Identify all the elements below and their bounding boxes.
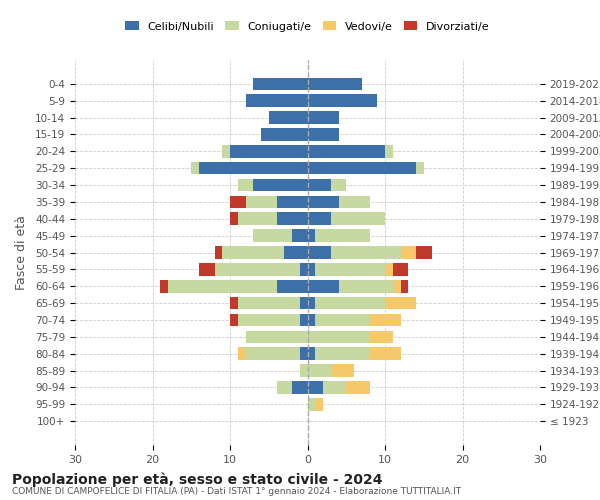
Bar — [308, 128, 338, 141]
Text: Femmine: Femmine — [0, 499, 1, 500]
Bar — [308, 280, 338, 292]
Bar — [277, 280, 308, 292]
Bar — [416, 246, 431, 259]
Bar — [245, 196, 277, 208]
Bar — [315, 348, 370, 360]
Bar — [385, 297, 416, 310]
Bar — [331, 364, 354, 377]
Bar — [300, 348, 308, 360]
Bar — [308, 330, 370, 343]
Bar — [160, 280, 168, 292]
Bar — [191, 162, 199, 174]
Text: COMUNE DI CAMPOFELICE DI FITALIA (PA) - Dati ISTAT 1° gennaio 2024 - Elaborazion: COMUNE DI CAMPOFELICE DI FITALIA (PA) - … — [12, 488, 461, 496]
Bar — [168, 280, 277, 292]
Bar — [199, 162, 308, 174]
Bar — [269, 111, 308, 124]
Bar — [300, 314, 308, 326]
Bar — [300, 297, 308, 310]
Bar — [393, 280, 401, 292]
Bar — [370, 348, 401, 360]
Bar — [230, 212, 238, 225]
Bar — [308, 246, 331, 259]
Text: Popolazione per età, sesso e stato civile - 2024: Popolazione per età, sesso e stato civil… — [12, 472, 383, 487]
Bar — [222, 145, 230, 158]
Bar — [277, 196, 308, 208]
Bar — [370, 314, 401, 326]
Bar — [308, 364, 331, 377]
Bar — [238, 314, 300, 326]
Bar — [300, 364, 308, 377]
Bar — [215, 263, 300, 276]
Bar — [315, 297, 385, 310]
Bar — [284, 246, 308, 259]
Bar — [331, 212, 385, 225]
Bar — [253, 230, 292, 242]
Bar — [338, 280, 393, 292]
Bar — [401, 280, 408, 292]
Bar — [308, 178, 331, 192]
Bar — [315, 230, 370, 242]
Bar — [315, 314, 370, 326]
Bar — [331, 246, 401, 259]
Bar — [238, 178, 253, 192]
Bar — [300, 263, 308, 276]
Bar — [277, 212, 308, 225]
Bar — [323, 381, 346, 394]
Bar — [308, 212, 331, 225]
Bar — [338, 196, 370, 208]
Bar — [393, 263, 408, 276]
Bar — [253, 78, 308, 90]
Bar — [308, 94, 377, 107]
Bar — [292, 381, 308, 394]
Bar — [277, 381, 292, 394]
Legend: Celibi/Nubili, Coniugati/e, Vedovi/e, Divorziati/e: Celibi/Nubili, Coniugati/e, Vedovi/e, Di… — [120, 16, 495, 37]
Bar — [308, 263, 315, 276]
Bar — [315, 263, 385, 276]
Bar — [370, 330, 393, 343]
Bar — [230, 297, 238, 310]
Y-axis label: Fasce di età: Fasce di età — [15, 215, 28, 290]
Bar — [308, 230, 315, 242]
Bar — [230, 196, 245, 208]
Bar — [308, 348, 315, 360]
Bar — [308, 398, 315, 410]
Bar — [230, 145, 308, 158]
Text: Maschi: Maschi — [0, 499, 1, 500]
Bar — [238, 348, 245, 360]
Bar — [308, 196, 338, 208]
Bar — [346, 381, 370, 394]
Bar — [331, 178, 346, 192]
Bar — [245, 348, 300, 360]
Bar — [230, 314, 238, 326]
Bar — [222, 246, 284, 259]
Bar — [215, 246, 222, 259]
Bar — [385, 263, 393, 276]
Bar — [292, 230, 308, 242]
Bar — [308, 145, 385, 158]
Bar — [238, 297, 300, 310]
Bar — [308, 381, 323, 394]
Bar — [245, 94, 308, 107]
Bar — [308, 78, 362, 90]
Bar — [238, 212, 277, 225]
Bar — [199, 263, 215, 276]
Bar — [416, 162, 424, 174]
Bar — [308, 297, 315, 310]
Bar — [308, 162, 416, 174]
Bar — [245, 330, 308, 343]
Bar — [308, 111, 338, 124]
Bar — [385, 145, 393, 158]
Bar — [315, 398, 323, 410]
Bar — [253, 178, 308, 192]
Bar — [261, 128, 308, 141]
Bar — [308, 314, 315, 326]
Bar — [401, 246, 416, 259]
